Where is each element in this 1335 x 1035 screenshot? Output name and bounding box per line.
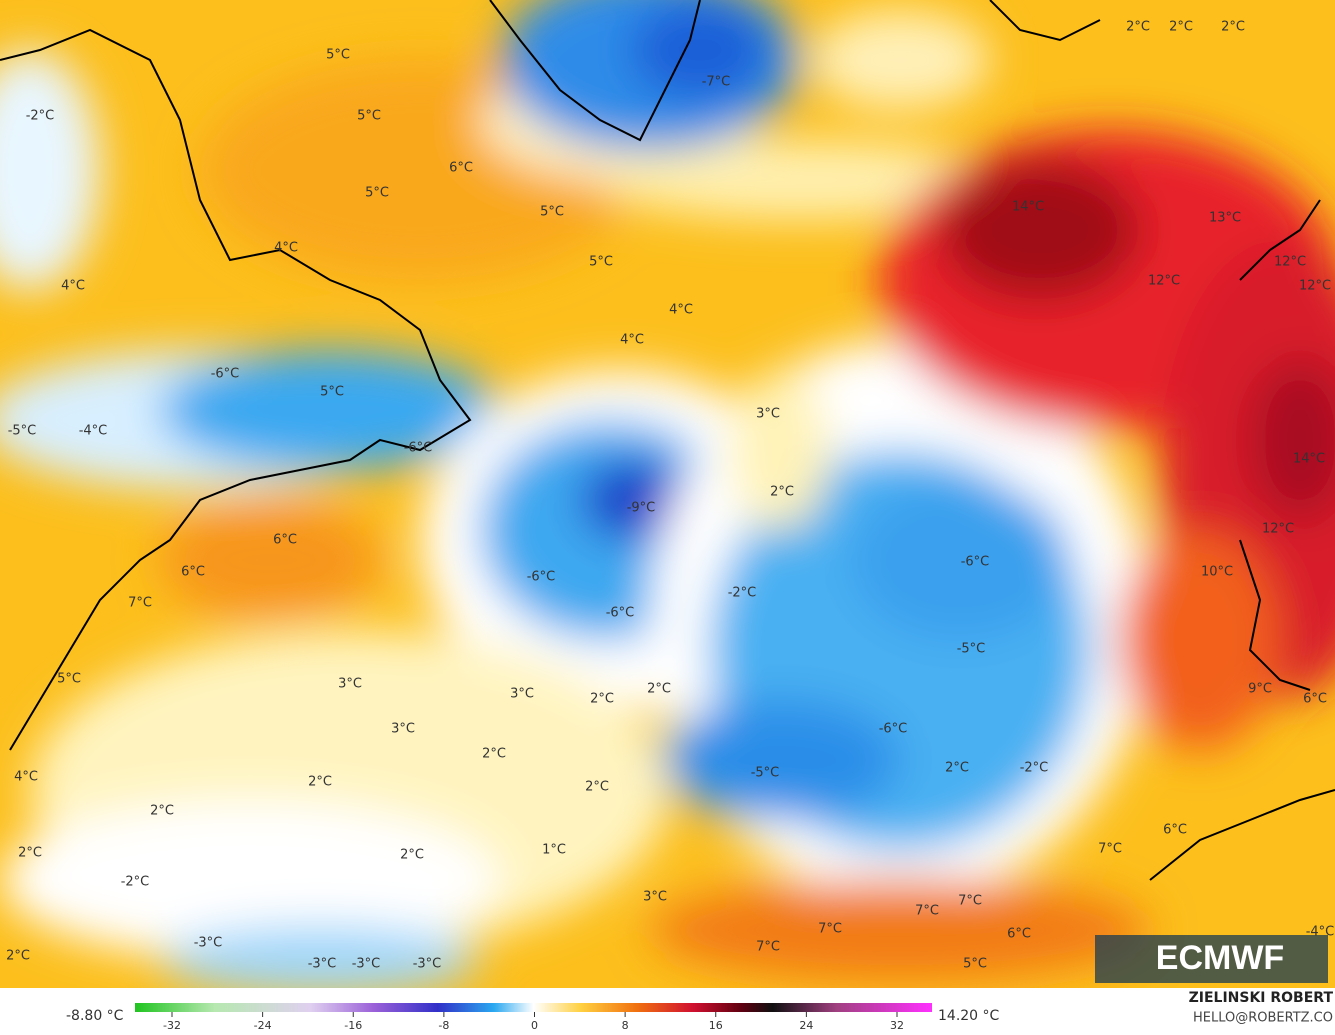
temperature-label: 3°C: [756, 407, 780, 422]
temperature-label: -6°C: [404, 441, 433, 456]
temperature-label: -2°C: [121, 875, 150, 890]
author: ZIELINSKI ROBERT: [1189, 990, 1334, 1006]
temperature-label: 5°C: [326, 48, 350, 63]
temperature-label: 2°C: [482, 747, 506, 762]
temperature-label: 1°C: [542, 843, 566, 858]
temperature-label: 7°C: [915, 904, 939, 919]
temperature-label: 2°C: [150, 804, 174, 819]
temperature-label: 6°C: [273, 533, 297, 548]
colorbar-scale: [135, 1003, 932, 1012]
temperature-label: 7°C: [1098, 842, 1122, 857]
logo-box: [1095, 935, 1328, 983]
temperature-label: 6°C: [1163, 823, 1187, 838]
temperature-label: 5°C: [540, 205, 564, 220]
colorbar-tick-label: 0: [531, 1019, 538, 1032]
temperature-label: 2°C: [770, 485, 794, 500]
temperature-label: -3°C: [308, 957, 337, 972]
temperature-label: 2°C: [585, 780, 609, 795]
temperature-label: 5°C: [320, 385, 344, 400]
temperature-label: 5°C: [57, 672, 81, 687]
temperature-label: -3°C: [352, 957, 381, 972]
temperature-label: 6°C: [1303, 692, 1327, 707]
temperature-label: 6°C: [1007, 927, 1031, 942]
temperature-label: 2°C: [590, 692, 614, 707]
colorbar-tick-label: -32: [163, 1019, 181, 1032]
temperature-label: 7°C: [128, 596, 152, 611]
temperature-label: 2°C: [945, 761, 969, 776]
colorbar-tick-label: -16: [344, 1019, 362, 1032]
temperature-label: -6°C: [879, 722, 908, 737]
temperature-label: 5°C: [589, 255, 613, 270]
temperature-label: -6°C: [961, 555, 990, 570]
temperature-label: 2°C: [647, 682, 671, 697]
temperature-label: 2°C: [1126, 20, 1150, 35]
temperature-label: -2°C: [728, 586, 757, 601]
temperature-label: 5°C: [365, 186, 389, 201]
temperature-label: 10°C: [1201, 565, 1233, 580]
colorbar-tick-label: 16: [709, 1019, 723, 1032]
temperature-label: -2°C: [1020, 761, 1049, 776]
colorbar-tick-label: -8: [438, 1019, 449, 1032]
temperature-label: 4°C: [620, 333, 644, 348]
temperature-label: -5°C: [751, 766, 780, 781]
temperature-label: 3°C: [643, 890, 667, 905]
colorbar-min: -8.80 °C: [66, 1008, 124, 1024]
temperature-label: 2°C: [6, 949, 30, 964]
temperature-label: 4°C: [274, 241, 298, 256]
temperature-label: 12°C: [1299, 279, 1331, 294]
temperature-label: 12°C: [1262, 522, 1294, 537]
temperature-label: 7°C: [958, 894, 982, 909]
temperature-label: 2°C: [1169, 20, 1193, 35]
temperature-label: 9°C: [1248, 682, 1272, 697]
temperature-label: 14°C: [1012, 200, 1044, 215]
temperature-label: -4°C: [1306, 925, 1335, 940]
temperature-label: 4°C: [14, 770, 38, 785]
temperature-label: -9°C: [627, 501, 656, 516]
coastlines: [0, 0, 1335, 881]
temperature-label: -6°C: [606, 606, 635, 621]
temperature-label: 7°C: [818, 922, 842, 937]
temperature-label: 3°C: [510, 687, 534, 702]
temperature-label: -4°C: [79, 424, 108, 439]
colorbar-tick-label: 24: [799, 1019, 813, 1032]
logo: ECMWF: [1156, 939, 1284, 977]
colorbar: -8.80 °C 14.20 °C: [66, 1003, 1000, 1024]
colorbar-tick-label: 32: [890, 1019, 904, 1032]
temperature-label: -5°C: [957, 642, 986, 657]
temperature-label: 7°C: [756, 940, 780, 955]
temperature-label: 6°C: [181, 565, 205, 580]
temperature-label: 6°C: [449, 161, 473, 176]
temperature-label: -6°C: [527, 570, 556, 585]
temperature-label: 13°C: [1209, 211, 1241, 226]
temperature-label: -3°C: [194, 936, 223, 951]
temperature-label: 14°C: [1293, 452, 1325, 467]
map-field: [0, 0, 1335, 988]
temperature-label: 3°C: [338, 677, 362, 692]
temperature-label: 2°C: [400, 848, 424, 863]
temperature-label: -3°C: [413, 957, 442, 972]
temperature-label: -5°C: [8, 424, 37, 439]
temperature-label: 5°C: [357, 109, 381, 124]
temperature-label: 5°C: [963, 957, 987, 972]
temperature-label: 2°C: [308, 775, 332, 790]
temperature-label: 2°C: [1221, 20, 1245, 35]
colorbar-max: 14.20 °C: [938, 1008, 1000, 1024]
temperature-label: -6°C: [211, 367, 240, 382]
colorbar-tick-label: 8: [622, 1019, 629, 1032]
temperature-label: 4°C: [61, 279, 85, 294]
temperature-label: -7°C: [702, 75, 731, 90]
temperature-label: 3°C: [391, 722, 415, 737]
temperature-label: 12°C: [1274, 255, 1306, 270]
temperature-label: -2°C: [26, 109, 55, 124]
temperature-label: 4°C: [669, 303, 693, 318]
temperature-label: 12°C: [1148, 274, 1180, 289]
contact: HELLO@ROBERTZ.CO: [1193, 1011, 1333, 1026]
temperature-label: 2°C: [18, 846, 42, 861]
colorbar-tick-label: -24: [254, 1019, 272, 1032]
